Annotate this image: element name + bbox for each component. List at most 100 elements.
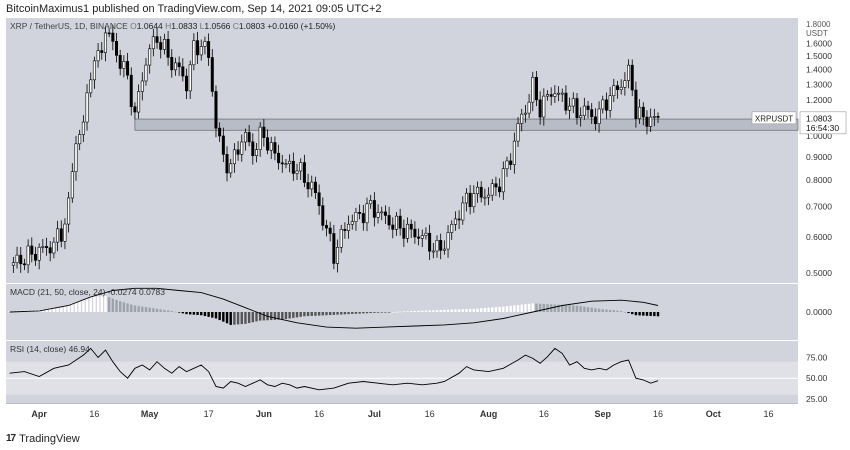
macd-histogram-bar — [240, 312, 243, 325]
macd-histogram-bar — [457, 309, 461, 312]
candle — [48, 247, 52, 254]
macd-histogram-bar — [49, 308, 52, 312]
macd-histogram-bar — [229, 312, 232, 325]
candle — [173, 62, 177, 71]
macd-histogram-bar — [365, 312, 369, 314]
candle — [387, 215, 391, 226]
candle — [568, 105, 572, 111]
macd-histogram-bar — [141, 306, 144, 312]
macd-histogram-bar — [258, 312, 262, 321]
candle — [549, 94, 553, 97]
candle — [464, 192, 468, 204]
candle — [317, 192, 321, 207]
time-tick-label: 16 — [425, 409, 435, 419]
macd-histogram-bar — [502, 306, 505, 312]
candle — [280, 162, 284, 165]
candle — [151, 36, 155, 50]
macd-histogram-bar — [203, 312, 207, 317]
macd-histogram-bar — [107, 297, 111, 312]
candle — [144, 64, 148, 82]
macd-histogram-bar — [531, 303, 534, 312]
macd-histogram-bar — [332, 312, 336, 315]
candle — [115, 41, 119, 56]
macd-histogram-bar — [225, 312, 229, 324]
macd-histogram-bar — [8, 311, 11, 312]
high-label: H — [165, 21, 171, 31]
macd-histogram-bar — [270, 312, 273, 321]
macd-histogram-bar — [122, 302, 126, 312]
time-tick-label: Oct — [706, 409, 721, 419]
candle — [582, 105, 586, 116]
macd-histogram-bar — [428, 310, 431, 312]
candle — [214, 91, 218, 129]
time-tick-label: 16 — [764, 409, 774, 419]
tradingview-footer: 17 TradingView — [6, 431, 80, 447]
macd-histogram-bar — [527, 303, 531, 312]
macd-histogram-bar — [597, 308, 601, 312]
macd-histogram-bar — [384, 312, 387, 313]
candle — [358, 212, 362, 214]
candle — [553, 93, 557, 97]
candle — [225, 154, 229, 174]
candle — [615, 85, 619, 90]
candle — [523, 112, 527, 115]
candle — [59, 228, 63, 242]
macd-histogram-bar — [96, 296, 100, 312]
macd-tick-label: 0.0000 — [806, 307, 832, 317]
macd-histogram-bar — [454, 309, 457, 312]
candle — [498, 186, 502, 193]
macd-histogram-bar — [340, 312, 343, 315]
candle — [343, 229, 347, 231]
candle — [376, 212, 380, 218]
candle — [118, 55, 122, 69]
candle — [140, 80, 144, 92]
candle — [520, 113, 524, 124]
candle — [479, 186, 483, 198]
macd-histogram-bar — [520, 304, 523, 312]
macd-histogram-bar — [273, 312, 277, 320]
macd-histogram-bar — [52, 308, 56, 312]
candle — [45, 246, 49, 248]
price-badge-symbol-box — [751, 111, 797, 125]
time-tick-label: May — [141, 409, 159, 419]
candle — [70, 171, 74, 199]
candle — [512, 140, 516, 165]
candle — [487, 194, 491, 198]
candle — [593, 116, 597, 124]
price-top-label: 1.8000 — [806, 20, 831, 29]
candle — [446, 232, 450, 250]
macd-histogram-bar — [564, 305, 568, 312]
time-tick-label: Aug — [480, 409, 498, 419]
macd-histogram-bar — [642, 312, 645, 316]
macd-histogram-bar — [491, 307, 494, 312]
candle — [89, 79, 93, 94]
macd-histogram-bar — [579, 306, 582, 312]
candle — [538, 99, 542, 118]
close-label: C — [233, 21, 239, 31]
candle — [122, 61, 126, 69]
candle — [516, 123, 520, 142]
macd-histogram-bar — [67, 305, 70, 312]
macd-histogram-bar — [45, 309, 48, 312]
macd-histogram-bar — [236, 312, 240, 325]
macd-histogram-bar — [41, 309, 45, 312]
candle — [461, 202, 465, 221]
macd-histogram-bar — [137, 306, 140, 312]
macd-histogram-bar — [446, 309, 450, 312]
rsi-line — [9, 347, 659, 391]
macd-histogram-bar — [494, 307, 498, 312]
macd-histogram-bar — [89, 296, 92, 312]
price-tick-label: 1.4000 — [806, 65, 832, 75]
macd-histogram-bar — [590, 307, 593, 312]
candle — [177, 62, 181, 68]
candle — [26, 245, 30, 266]
macd-histogram-bar — [288, 312, 291, 319]
candle — [30, 245, 34, 255]
macd-histogram-bar — [373, 312, 376, 313]
macd-histogram-bar — [218, 312, 221, 321]
time-tick-label: 17 — [204, 409, 214, 419]
candle — [398, 215, 402, 229]
macd-histogram-bar — [222, 312, 225, 322]
candle — [347, 223, 351, 231]
